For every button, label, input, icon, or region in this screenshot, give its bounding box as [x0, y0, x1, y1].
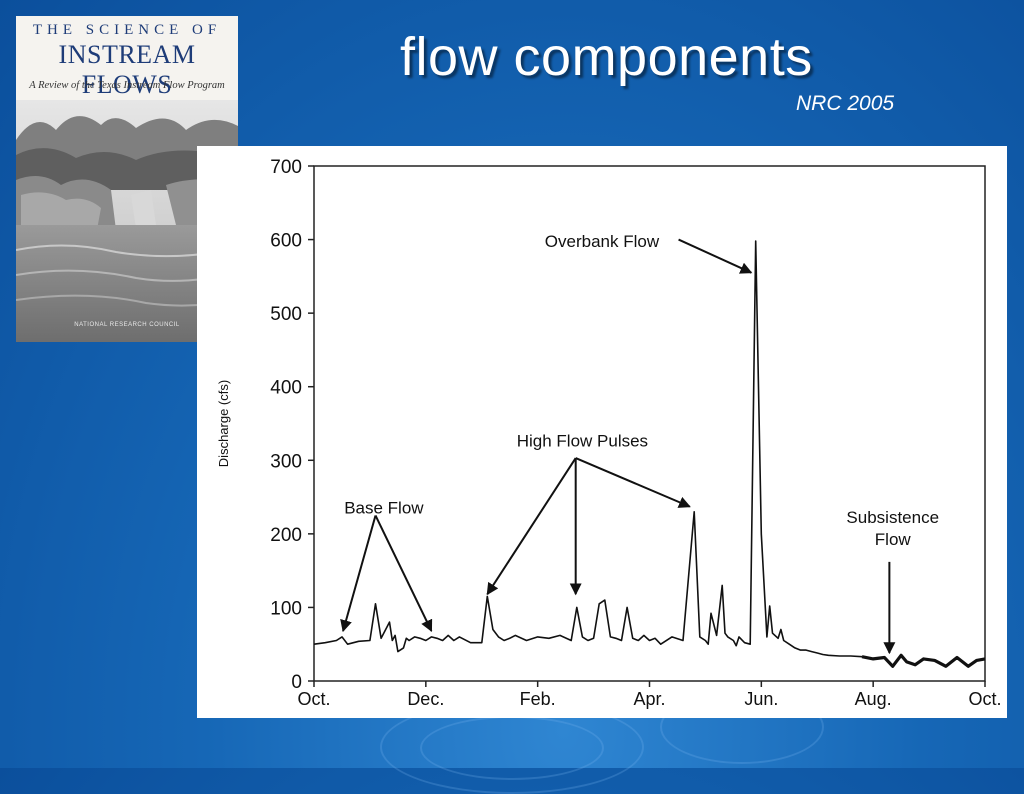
y-tick-label: 500 — [270, 304, 302, 325]
citation: NRC 2005 — [796, 92, 895, 115]
arrow-high-flow-pulses — [486, 457, 577, 596]
annotation-subsistence-flow-line2: Flow — [875, 530, 912, 549]
book-publisher: NATIONAL RESEARCH COUNCIL — [74, 322, 180, 328]
slide-title: flow components — [400, 27, 813, 87]
annotation-overbank-flow: Overbank Flow — [545, 232, 660, 251]
annotation-subsistence-flow: Subsistence — [846, 508, 939, 527]
annotation-base-flow: Base Flow — [344, 498, 424, 517]
y-axis-label: Discharge (cfs) — [216, 380, 231, 467]
chart-panel: 0 100 200 300 400 500 600 700 Oct. Dec. Feb. Apr. Ju… — [197, 146, 1007, 718]
y-tick-label: 700 — [270, 157, 302, 178]
background-ripple — [420, 716, 604, 780]
discharge-line — [313, 240, 863, 658]
x-tick-label: Jun. — [744, 689, 778, 709]
annotation-high-flow-pulses: High Flow Pulses — [517, 431, 648, 450]
arrow-base-flow — [374, 515, 433, 633]
arrow-base-flow — [340, 515, 377, 633]
arrow-overbank-flow — [678, 238, 753, 274]
y-tick-label: 600 — [270, 231, 302, 252]
flow-chart: 0 100 200 300 400 500 600 700 Oct. Dec. Feb. Apr. Ju… — [216, 157, 1002, 709]
x-tick-label: Apr. — [633, 689, 665, 709]
book-subtitle: A Review of the Texas Instream Flow Prog… — [29, 80, 225, 91]
y-tick-label: 0 — [291, 672, 302, 693]
x-tick-label: Oct. — [297, 689, 330, 709]
x-tick-label: Feb. — [520, 689, 556, 709]
book-series: THE SCIENCE OF — [32, 22, 222, 38]
subsistence-line — [861, 653, 986, 668]
arrow-high-flow-pulses — [575, 457, 691, 508]
book-title: INSTREAM FLOWS — [58, 40, 196, 99]
y-tick-label: 200 — [270, 525, 302, 546]
y-tick-label: 300 — [270, 451, 302, 472]
x-tick-label: Oct. — [968, 689, 1001, 709]
y-tick-label: 100 — [270, 598, 302, 619]
x-tick-label: Aug. — [855, 689, 892, 709]
x-tick-label: Dec. — [407, 689, 444, 709]
y-tick-label: 400 — [270, 378, 302, 399]
